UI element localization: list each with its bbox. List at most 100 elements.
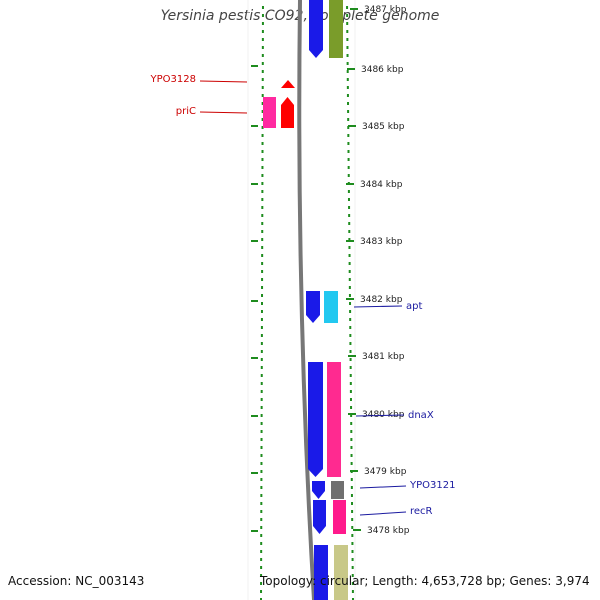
gene-block-bottom-khaki — [334, 545, 348, 600]
inner-tick — [260, 430, 263, 433]
inner-tick — [260, 302, 263, 305]
outer-tick — [349, 366, 352, 369]
inner-tick — [261, 174, 264, 177]
gene-label-dnax: dnaX — [408, 410, 434, 421]
outer-tick — [351, 518, 354, 521]
outer-tick — [348, 262, 351, 265]
inner-tick — [261, 230, 264, 233]
outer-tick — [346, 94, 349, 97]
inner-tick — [260, 534, 263, 537]
outer-tick — [350, 494, 353, 497]
outer-tick — [349, 310, 352, 313]
major-tick-outer — [348, 125, 356, 127]
inner-tick — [260, 358, 263, 361]
gene-leader-line — [199, 111, 248, 114]
scale-label: 3486 kbp — [361, 65, 404, 75]
inner-tick — [261, 150, 264, 153]
scale-label: 3483 kbp — [360, 237, 403, 247]
scale-label: 3484 kbp — [360, 180, 403, 190]
major-tick-outer — [346, 298, 354, 300]
outer-tick — [348, 254, 351, 257]
outer-tick — [350, 422, 353, 425]
inner-tick — [260, 502, 263, 505]
outer-tick — [349, 350, 352, 353]
inner-tick — [260, 398, 263, 401]
gene-block-pink-left — [263, 97, 276, 128]
gene-block-top-olive — [329, 0, 343, 58]
gene-block-grey — [331, 481, 344, 499]
outer-tick — [349, 390, 352, 393]
inner-tick — [260, 422, 263, 425]
outer-tick — [351, 510, 354, 513]
inner-tick — [260, 582, 263, 585]
inner-tick — [261, 262, 264, 265]
inner-tick — [260, 446, 263, 449]
inner-tick — [261, 278, 264, 281]
outer-tick — [348, 286, 351, 289]
outer-tick — [347, 166, 350, 169]
inner-tick — [261, 246, 264, 249]
outer-tick — [350, 486, 353, 489]
outer-tick — [349, 358, 352, 361]
outer-tick — [350, 478, 353, 481]
scale-label: 3479 kbp — [364, 467, 407, 477]
gene-leader-line — [359, 485, 407, 489]
inner-tick — [260, 494, 263, 497]
gene-block-ypo3121 — [312, 481, 325, 499]
gene-block-pink-recr — [333, 500, 346, 534]
outer-tick — [351, 574, 354, 577]
inner-tick — [260, 326, 263, 329]
gene-label-ypo3128: YPO3128 — [150, 74, 196, 85]
gene-block-apt — [306, 291, 320, 323]
inner-tick — [261, 142, 264, 145]
outer-tick — [346, 30, 349, 33]
inner-tick — [261, 14, 264, 17]
inner-tick — [260, 542, 263, 545]
outer-tick — [350, 454, 353, 457]
outer-tick — [347, 134, 350, 137]
inner-tick — [261, 222, 264, 225]
inner-tick — [261, 238, 264, 241]
inner-tick — [260, 486, 263, 489]
major-tick-outer — [346, 240, 354, 242]
inner-tick — [261, 126, 264, 129]
inner-tick — [260, 366, 263, 369]
outer-tick — [349, 318, 352, 321]
inner-tick — [261, 70, 264, 73]
inner-tick — [261, 254, 264, 257]
gene-label-ypo3121: YPO3121 — [409, 480, 455, 491]
inner-tick — [260, 406, 263, 409]
outer-tick — [350, 414, 353, 417]
major-tick-outer — [347, 68, 355, 70]
gene-label-apt: apt — [406, 301, 422, 312]
gene-block-cyan — [324, 291, 338, 323]
inner-tick — [261, 38, 264, 41]
outer-tick — [347, 118, 350, 121]
gene-label-recr: recR — [410, 506, 433, 517]
inner-tick — [260, 342, 263, 345]
inner-tick — [260, 414, 263, 417]
outer-tick — [349, 342, 352, 345]
major-tick-inner — [251, 472, 258, 474]
inner-tick — [260, 470, 263, 473]
outer-tick — [347, 174, 350, 177]
gene-leader-line — [199, 80, 248, 83]
genome-summary: Topology: circular; Length: 4,653,728 bp… — [260, 574, 590, 588]
major-tick-outer — [353, 529, 361, 531]
outer-tick — [348, 214, 351, 217]
scale-label: 3482 kbp — [360, 295, 403, 305]
major-tick-outer — [350, 470, 358, 472]
major-tick-outer — [350, 8, 358, 10]
genome-backbone — [297, 0, 316, 600]
outer-tick — [349, 302, 352, 305]
outer-tick — [346, 70, 349, 73]
major-tick-inner — [251, 300, 258, 302]
outer-tick — [347, 190, 350, 193]
outer-tick — [349, 334, 352, 337]
outer-tick — [351, 558, 354, 561]
major-tick-inner — [251, 183, 258, 185]
inner-tick — [261, 286, 264, 289]
outer-tick — [351, 534, 354, 537]
inner-tick — [261, 134, 264, 137]
